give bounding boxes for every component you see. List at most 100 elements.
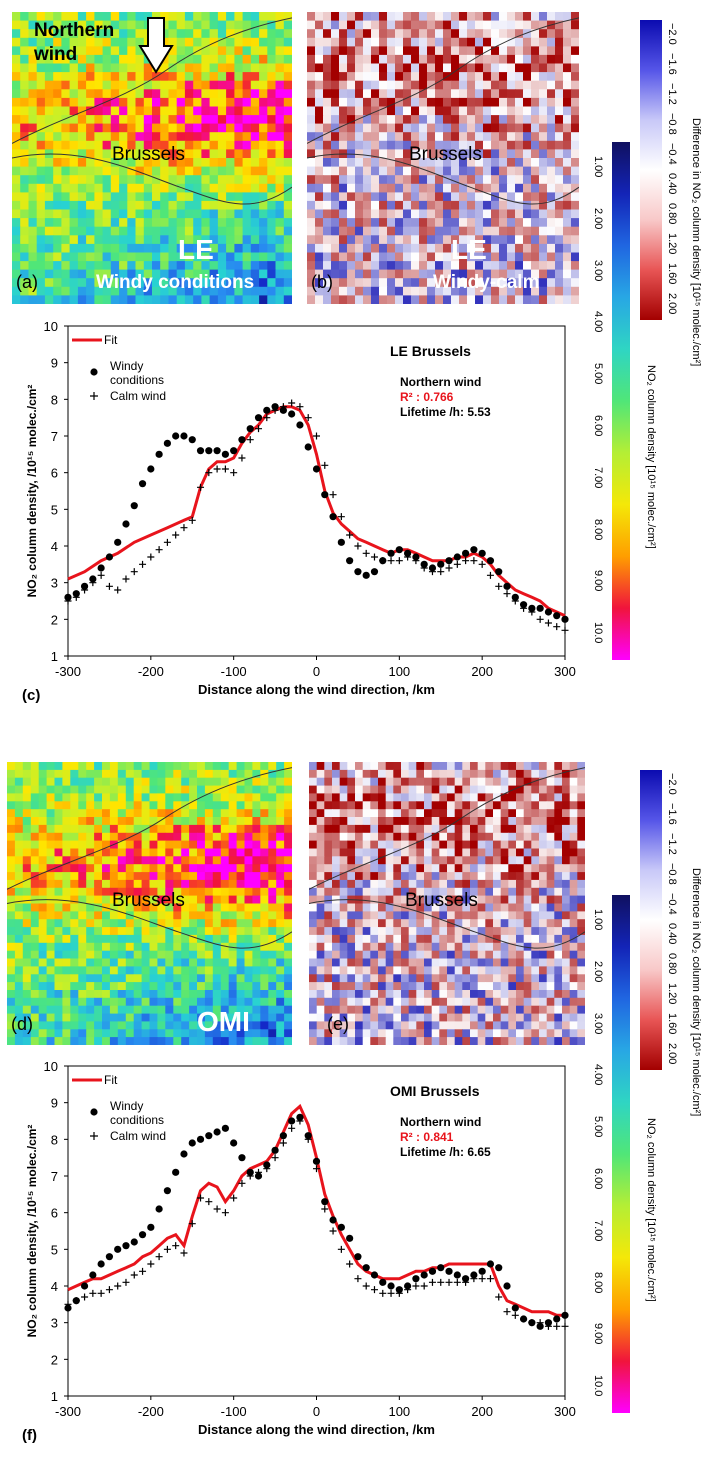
map-cell [539,184,548,193]
map-cell [29,175,38,184]
map-cell [554,809,562,818]
map-cell [251,210,260,219]
map-cell [515,81,524,90]
map-cell [157,864,166,873]
map-cell [221,990,230,999]
map-cell [470,919,478,928]
map-cell [563,132,572,141]
map-cell [218,295,227,304]
map-cell [218,81,227,90]
map-cell [15,872,24,881]
map-cell [70,880,79,889]
map-cell [378,998,386,1007]
map-cell [260,872,269,881]
map-cell [276,89,285,98]
map-cell [78,793,87,802]
map-cell [309,1037,317,1045]
map-cell [268,896,277,905]
map-cell [237,919,246,928]
map-cell [324,809,332,818]
map-cell [150,935,159,944]
map-cell [260,1014,269,1023]
map-cell [23,762,32,771]
map-cell [181,911,190,920]
map-cell [339,98,348,107]
city-label: Brussels [112,890,185,912]
map-cell [102,1029,111,1038]
map-cell [462,801,470,810]
map-cell [478,864,486,873]
map-cell [55,1006,64,1015]
map-cell [234,55,243,64]
map-cell [243,81,252,90]
map-cell [45,192,54,201]
map-cell [150,849,159,858]
map-cell [229,951,238,960]
map-cell [173,825,182,834]
map-cell [432,849,440,858]
map-cell [152,115,161,124]
map-cell [31,990,40,999]
map-cell [409,1029,417,1038]
map-cell [165,817,174,826]
map-cell [173,966,182,975]
map-cell [570,849,578,858]
map-cell [331,244,340,253]
map-cell [53,278,62,287]
map-cell [451,210,460,219]
map-cell [539,1037,547,1045]
map-cell [157,982,166,991]
map-cell [524,856,532,865]
map-cell [94,64,103,73]
map-cell [284,261,292,270]
map-cell [379,55,388,64]
map-cell [284,990,292,999]
map-cell [432,809,440,818]
map-cell [94,778,103,787]
map-cell [531,762,539,771]
map-cell [237,966,246,975]
map-cell [324,872,332,881]
map-cell [252,998,261,1007]
map-cell [251,12,260,21]
map-cell [47,1021,56,1030]
map-cell [276,833,285,842]
map-cell [309,793,317,802]
map-cell [340,833,348,842]
map-cell [62,793,71,802]
map-cell [31,778,40,787]
map-cell [395,64,404,73]
map-cell [339,210,348,219]
map-cell [94,81,103,90]
map-cell [378,872,386,881]
abs-colorbar-label: NO₂ column density [10¹⁵ molec./cm²] [645,1118,657,1302]
map-cell [467,29,476,38]
map-cell [103,253,112,262]
map-cell [260,959,269,968]
map-cell [547,167,556,176]
map-cell [185,210,194,219]
map-cell [284,253,292,262]
map-cell [324,793,332,802]
map-cell [70,841,79,850]
map-cell [45,287,54,296]
map-cell [94,880,103,889]
map-cell [15,998,24,1007]
map-cell [78,81,87,90]
map-cell [119,295,128,304]
map-cell [562,849,570,858]
map-cell [55,872,64,881]
map-cell [424,793,432,802]
map-cell [315,55,324,64]
map-cell [210,124,219,133]
map-cell [142,778,151,787]
map-cell [339,175,348,184]
map-cell [245,817,254,826]
map-cell [260,951,269,960]
map-cell [435,46,444,55]
map-cell [70,974,79,983]
map-cell [78,1014,87,1023]
map-cell [136,253,145,262]
map-cell [562,982,570,991]
map-cell [284,38,292,47]
